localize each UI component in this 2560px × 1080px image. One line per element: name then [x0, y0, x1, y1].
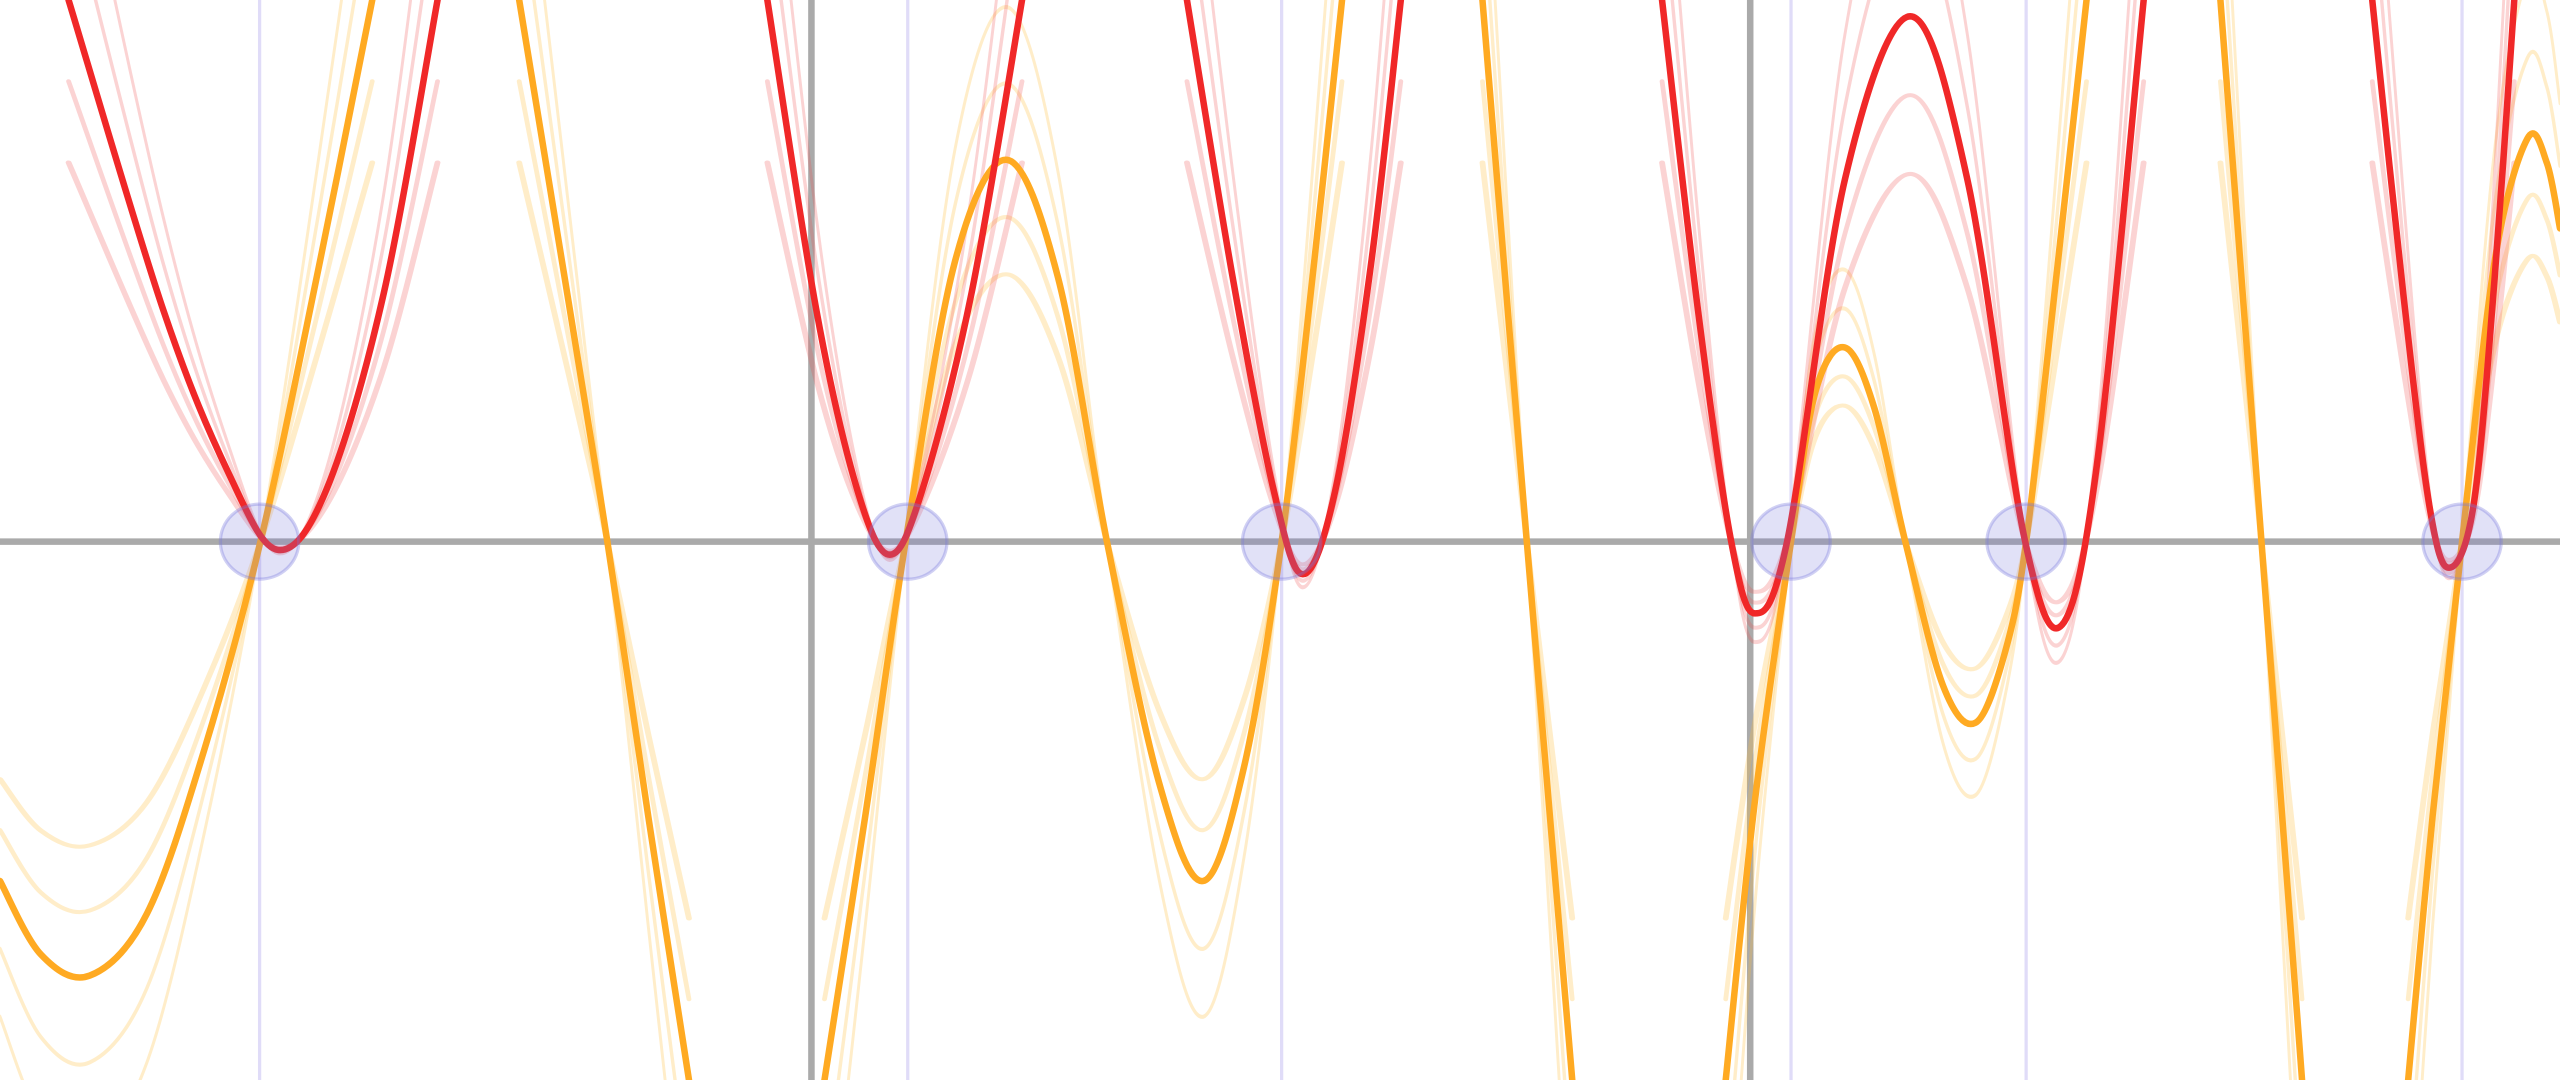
faint-red-curve [113, 0, 413, 556]
orange-curve [0, 0, 376, 981]
faint-red-curve [789, 0, 998, 562]
red-curve [65, 0, 441, 554]
faint-red-curve [2386, 0, 2506, 581]
faint-red-curve [1210, 0, 1386, 590]
faint-red-curve [1184, 79, 1404, 572]
faint-red-curve [93, 0, 424, 554]
faint-red-curve [1184, 160, 1404, 567]
orange-curve [1479, 0, 1576, 1080]
faint-red-curve [2379, 0, 2510, 575]
root-marker [1750, 502, 1832, 581]
faint-orange-curve [2405, 253, 2560, 921]
faint-red-curve [764, 160, 1025, 553]
red-curve [2368, 0, 2518, 571]
faint-orange-curve [2420, 0, 2560, 1080]
root-marker [2421, 502, 2503, 581]
orange-curve [1722, 0, 2090, 1080]
faint-orange-curve [0, 160, 376, 849]
faint-red-curve [2369, 79, 2517, 566]
orange-curve [2404, 130, 2560, 1080]
red-curve [764, 0, 1026, 558]
faint-orange-curve [0, 0, 343, 1080]
faint-orange-curve [0, 79, 375, 915]
root-markers [218, 502, 2503, 581]
red-curve [1183, 0, 1405, 578]
faint-red-curve [2369, 160, 2518, 562]
root-marker [1240, 502, 1323, 581]
faint-red-curve [65, 160, 441, 550]
faint-orange-curve [0, 0, 357, 1067]
red-curve [1658, 0, 2147, 632]
orange-curve [821, 0, 1346, 1080]
orange-curve [2217, 0, 2306, 1080]
root-marker [866, 502, 949, 581]
root-marker [218, 502, 301, 581]
faint-red-curve [1199, 0, 1393, 583]
orange-curve [515, 0, 693, 1080]
faint-red-curve [66, 79, 440, 551]
root-marker [1985, 502, 2067, 581]
